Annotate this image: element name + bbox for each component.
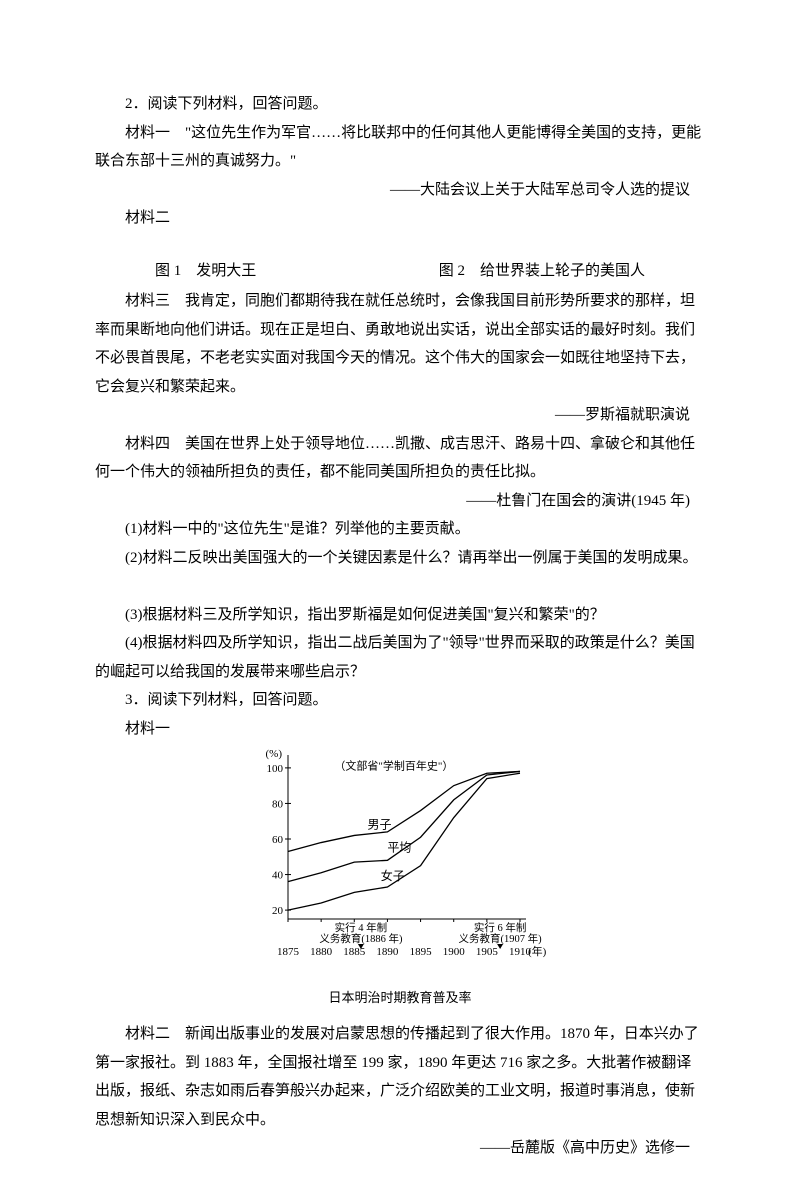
q2-m3-label: 材料三 — [125, 293, 170, 309]
education-chart: (%) 20 40 60 80 100 1875 1880 1885 1890 1895 1900 19… — [250, 747, 550, 976]
svg-text:女子: 女子 — [381, 868, 405, 883]
svg-text:实行 4 年制: 实行 4 年制 — [335, 921, 388, 934]
svg-text:（文部省"学制百年史"）: （文部省"学制百年史"） — [334, 759, 453, 773]
q2-fig1-label: 图 1 发明大王 — [155, 257, 256, 286]
q2-m4-label: 材料四 — [125, 436, 170, 452]
q2-sub4: (4)根据材料四及所学知识，指出二战后美国为了"领导"世界而采取的政策是什么？美… — [95, 629, 705, 686]
q2-fig-labels: 图 1 发明大王 图 2 给世界装上轮子的美国人 — [95, 251, 705, 288]
q2-m2-image-gap — [95, 233, 705, 251]
svg-text:(%): (%) — [266, 748, 283, 760]
q2-m3-text: 我肯定，同胞们都期待我在就任总统时，会像我国目前形势所要求的那样，坦率而果断地向… — [95, 293, 695, 395]
q2-m1-source: ——大陆会议上关于大陆军总司令人选的提议 — [95, 176, 705, 205]
q3-m1-label: 材料一 — [95, 715, 705, 744]
svg-text:平均: 平均 — [387, 840, 411, 854]
q3-m2-source: ——岳麓版《高中历史》选修一 — [95, 1134, 705, 1163]
svg-text:60: 60 — [272, 834, 284, 846]
q2-m3: 材料三 我肯定，同胞们都期待我在就任总统时，会像我国目前形势所要求的那样，坦率而… — [95, 287, 705, 401]
svg-text:1900: 1900 — [443, 946, 466, 958]
q2-sub3: (3)根据材料三及所学知识，指出罗斯福是如何促进美国"复兴和繁荣"的？ — [95, 601, 705, 630]
svg-text:20: 20 — [272, 905, 284, 917]
svg-text:1880: 1880 — [310, 946, 333, 958]
q2-m3-source: ——罗斯福就职演说 — [95, 401, 705, 430]
svg-text:实行 6 年制: 实行 6 年制 — [474, 921, 526, 934]
q2-m4-source: ——杜鲁门在国会的演讲(1945 年) — [95, 487, 705, 516]
q2-sub1: (1)材料一中的"这位先生"是谁？列举他的主要贡献。 — [95, 515, 705, 544]
q2-m1-text-a: "这位先生作为军官……将比联邦中的任何其他人更能博得全美国的支持，更能联合东部十… — [95, 125, 701, 170]
education-chart-svg: (%) 20 40 60 80 100 1875 1880 1885 1890 1895 1900 19… — [250, 747, 550, 972]
svg-text:义务教育(1907 年): 义务教育(1907 年) — [459, 932, 543, 945]
svg-text:义务教育(1886 年): 义务教育(1886 年) — [319, 932, 403, 945]
svg-text:男子: 男子 — [368, 817, 392, 831]
svg-text:1890: 1890 — [376, 946, 399, 958]
q3-m2-text: 新闻出版事业的发展对启蒙思想的传播起到了很大作用。1870 年，日本兴办了第一家… — [95, 1026, 699, 1128]
svg-text:1885: 1885 — [343, 946, 366, 958]
svg-text:(年): (年) — [528, 944, 547, 958]
svg-text:1905: 1905 — [476, 946, 499, 958]
q2-sub2: (2)材料二反映出美国强大的一个关键因素是什么？请再举出一例属于美国的发明成果。 — [95, 544, 705, 573]
q2-m4-text: 美国在世界上处于领导地位……凯撒、成吉思汗、路易十四、拿破仑和其他任何一个伟大的… — [95, 436, 695, 481]
svg-text:1875: 1875 — [277, 946, 300, 958]
svg-text:100: 100 — [267, 763, 284, 775]
q2-m1-label: 材料一 — [125, 125, 170, 141]
svg-text:1895: 1895 — [410, 946, 433, 958]
q2-prompt: 2．阅读下列材料，回答问题。 — [95, 90, 705, 119]
education-chart-caption: 日本明治时期教育普及率 — [95, 989, 705, 1007]
q2-m2-label: 材料二 — [95, 204, 705, 233]
svg-text:80: 80 — [272, 798, 284, 810]
q2-sub2-blank — [95, 572, 705, 601]
q2-fig2-label: 图 2 给世界装上轮子的美国人 — [439, 257, 645, 286]
q3-prompt: 3．阅读下列材料，回答问题。 — [95, 686, 705, 715]
q3-m2: 材料二 新闻出版事业的发展对启蒙思想的传播起到了很大作用。1870 年，日本兴办… — [95, 1020, 705, 1134]
svg-text:40: 40 — [272, 870, 284, 882]
q3-m2-label: 材料二 — [125, 1026, 170, 1042]
q2-m1: 材料一 "这位先生作为军官……将比联邦中的任何其他人更能博得全美国的支持，更能联… — [95, 119, 705, 176]
q2-m4: 材料四 美国在世界上处于领导地位……凯撒、成吉思汗、路易十四、拿破仑和其他任何一… — [95, 430, 705, 487]
